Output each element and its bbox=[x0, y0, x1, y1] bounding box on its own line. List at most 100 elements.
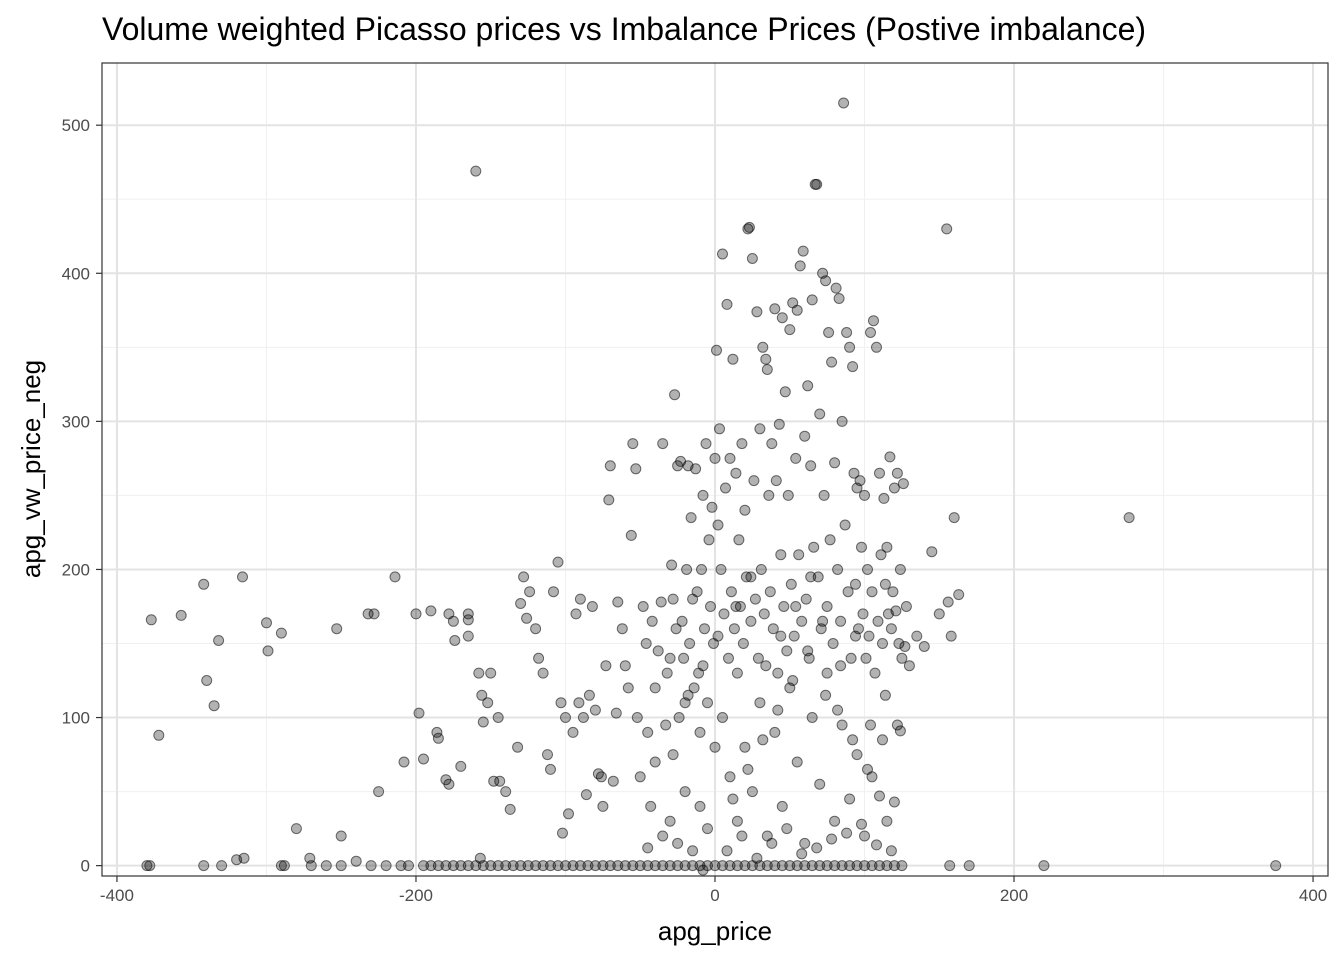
data-point bbox=[703, 534, 715, 546]
data-point bbox=[718, 608, 730, 620]
data-point bbox=[646, 615, 658, 627]
data-point bbox=[237, 571, 248, 583]
data-point bbox=[772, 667, 784, 679]
data-point bbox=[213, 635, 225, 646]
data-point bbox=[728, 623, 740, 635]
data-point bbox=[874, 790, 885, 802]
data-point bbox=[604, 460, 616, 472]
data-point bbox=[802, 645, 814, 657]
data-point bbox=[884, 451, 896, 463]
data-point bbox=[702, 823, 713, 835]
data-point bbox=[485, 860, 497, 872]
data-point bbox=[697, 864, 709, 876]
data-point bbox=[545, 860, 556, 872]
data-point bbox=[462, 608, 474, 620]
data-point bbox=[201, 675, 213, 686]
data-point bbox=[706, 501, 718, 513]
data-point bbox=[533, 652, 545, 664]
data-point bbox=[661, 667, 673, 679]
data-point bbox=[888, 860, 900, 872]
data-point bbox=[730, 601, 742, 612]
data-point bbox=[667, 749, 679, 761]
data-point bbox=[805, 571, 817, 583]
data-point bbox=[814, 860, 826, 872]
data-points bbox=[141, 97, 1282, 876]
data-point bbox=[697, 660, 709, 672]
data-point bbox=[492, 860, 504, 872]
data-point bbox=[835, 615, 847, 627]
data-point bbox=[739, 504, 751, 516]
data-point bbox=[524, 586, 536, 598]
data-point bbox=[687, 845, 699, 857]
data-point bbox=[403, 860, 414, 872]
data-point bbox=[612, 596, 624, 608]
data-point bbox=[470, 860, 482, 872]
data-point bbox=[881, 860, 893, 872]
data-point bbox=[941, 223, 953, 235]
data-point bbox=[642, 726, 654, 738]
data-point bbox=[860, 652, 872, 664]
data-point bbox=[836, 719, 848, 731]
data-point bbox=[793, 549, 805, 561]
data-point bbox=[627, 438, 639, 450]
data-point bbox=[821, 667, 833, 679]
data-point bbox=[863, 630, 875, 642]
data-point bbox=[918, 641, 930, 652]
data-point bbox=[933, 608, 945, 620]
data-point bbox=[896, 860, 908, 872]
data-point bbox=[290, 823, 302, 835]
data-point bbox=[856, 541, 867, 553]
data-point bbox=[462, 860, 474, 872]
data-point bbox=[841, 327, 853, 338]
data-point bbox=[844, 860, 856, 872]
data-point bbox=[885, 845, 897, 857]
data-point bbox=[779, 386, 791, 398]
data-point bbox=[696, 564, 707, 575]
data-point bbox=[751, 306, 763, 318]
data-point bbox=[560, 860, 571, 872]
data-point bbox=[672, 860, 684, 872]
data-point bbox=[736, 830, 748, 842]
data-point bbox=[691, 586, 703, 598]
data-point bbox=[851, 860, 863, 872]
data-point bbox=[848, 467, 860, 479]
data-point bbox=[830, 282, 842, 294]
data-point bbox=[425, 605, 437, 617]
data-point bbox=[694, 800, 706, 812]
data-point bbox=[829, 815, 841, 827]
data-point bbox=[836, 860, 848, 872]
data-point bbox=[896, 652, 908, 664]
data-point bbox=[368, 608, 380, 620]
data-point bbox=[743, 221, 755, 233]
data-point bbox=[261, 617, 272, 629]
data-point bbox=[413, 707, 425, 719]
data-point bbox=[545, 763, 556, 775]
data-point bbox=[462, 630, 474, 642]
data-point bbox=[724, 452, 736, 464]
data-point bbox=[826, 833, 838, 845]
data-point bbox=[714, 423, 725, 435]
data-point bbox=[589, 860, 601, 872]
data-point bbox=[580, 789, 592, 801]
data-point bbox=[664, 652, 676, 664]
data-point bbox=[757, 734, 769, 746]
data-point bbox=[365, 860, 377, 872]
data-point bbox=[642, 860, 654, 872]
data-point bbox=[806, 294, 818, 306]
data-point bbox=[749, 593, 761, 605]
data-point bbox=[782, 489, 794, 501]
data-point bbox=[530, 623, 542, 635]
data-point bbox=[776, 312, 788, 324]
data-point bbox=[796, 615, 808, 627]
data-point bbox=[652, 645, 664, 657]
data-point bbox=[705, 601, 716, 612]
data-point bbox=[942, 596, 954, 608]
data-point bbox=[814, 778, 826, 790]
data-point bbox=[733, 534, 745, 546]
data-point bbox=[567, 726, 579, 738]
data-point bbox=[432, 732, 444, 744]
data-point bbox=[670, 623, 682, 635]
data-point bbox=[570, 608, 582, 620]
x-axis-title: apg_price bbox=[658, 916, 772, 946]
data-point bbox=[794, 260, 806, 272]
